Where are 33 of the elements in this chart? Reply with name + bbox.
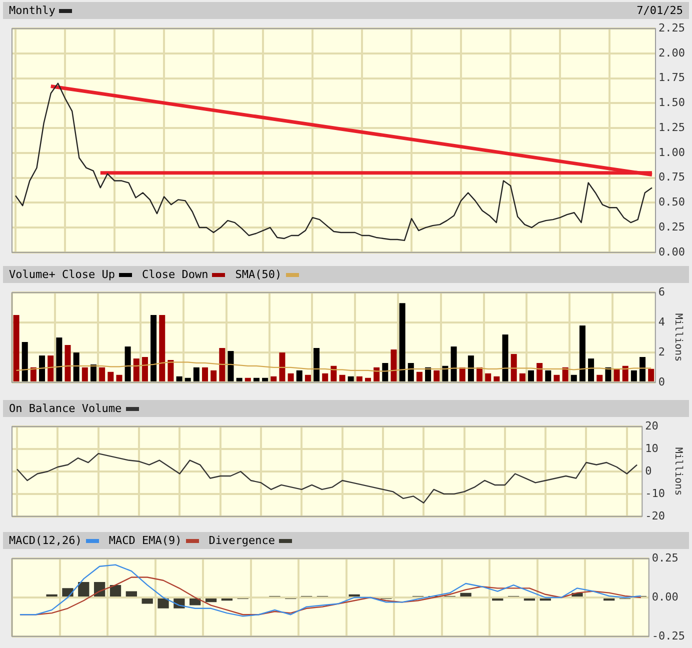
legend-label: On Balance Volume [9, 402, 122, 415]
legend-label: MACD EMA(9) [108, 534, 182, 547]
legend-label: Volume+ Close Up [9, 268, 115, 281]
y-tick-label: 2.25 [658, 21, 686, 34]
y-tick-label: 1.00 [658, 146, 686, 159]
y-tick-label: 0 [658, 375, 665, 388]
legend-label: MACD(12,26) [9, 534, 82, 547]
y-tick-label: 0.00 [658, 245, 686, 258]
y-tick-label: 0.00 [652, 590, 678, 604]
y-tick-label: 4 [658, 315, 666, 328]
y-axis-title: Millions [672, 447, 684, 496]
legend-label: SMA(50) [235, 268, 282, 281]
y-tick-label: 20 [645, 419, 658, 432]
y-tick-label: 0.25 [658, 220, 686, 234]
y-tick-label: 10 [645, 442, 658, 455]
y-tick-label: 1.75 [658, 71, 686, 84]
y-tick-label: -0.25 [652, 629, 686, 642]
y-axis-title: Millions [672, 313, 684, 362]
y-tick-label: 2.00 [658, 46, 686, 60]
y-tick-label: 0.75 [658, 170, 686, 184]
y-tick-label: -10 [645, 486, 666, 500]
y-tick-label: -20 [645, 509, 666, 522]
y-tick-label: 0 [645, 464, 652, 478]
text: 7/01/25 [636, 3, 683, 19]
y-tick-label: 6 [658, 285, 665, 298]
y-tick-label: 2 [658, 345, 665, 358]
y-tick-label: 0.25 [652, 551, 678, 564]
legend-label: Divergence [208, 534, 275, 547]
y-tick-label: 1.25 [658, 120, 686, 134]
y-tick-label: 0.50 [658, 196, 686, 209]
legend-label: Monthly [9, 4, 56, 17]
legend-label: Close Down [142, 268, 208, 281]
y-tick-label: 1.50 [658, 96, 686, 110]
